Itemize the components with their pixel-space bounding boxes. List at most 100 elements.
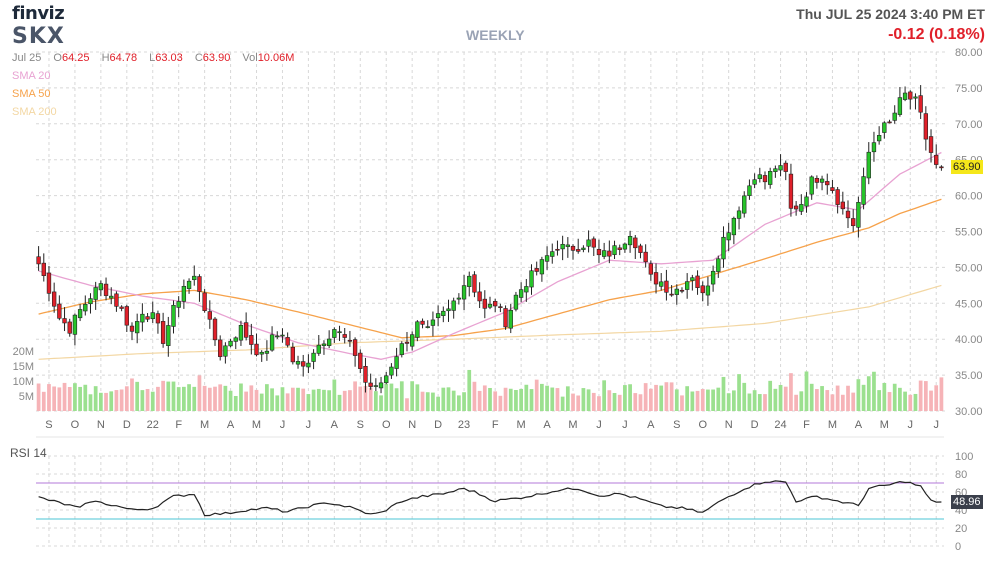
volume-bar — [809, 383, 814, 411]
candle-body — [819, 178, 825, 183]
volume-bar — [815, 389, 819, 411]
candle-body — [882, 122, 887, 133]
candle-body — [913, 96, 918, 99]
candle-body — [150, 312, 155, 320]
volume-bar — [462, 392, 466, 411]
candle-body — [892, 112, 897, 121]
sma20-line — [38, 151, 942, 360]
candle-body — [762, 175, 768, 183]
candle-body — [493, 301, 498, 307]
volume-bar — [98, 392, 103, 411]
candle-body — [690, 277, 695, 281]
volume-bar — [342, 390, 347, 411]
volume-bar — [571, 393, 575, 411]
volume-bar — [332, 379, 337, 411]
low-label: L — [149, 52, 156, 64]
finviz-logo[interactable]: finviz — [12, 3, 65, 24]
volume-bar — [83, 384, 88, 411]
candle-body — [160, 321, 166, 344]
volume-bar — [534, 379, 539, 411]
time-tick-label: F — [175, 419, 182, 431]
volume-bar — [415, 384, 420, 411]
candle-body — [124, 306, 129, 326]
volume-bar — [664, 382, 669, 411]
candle-body — [456, 297, 462, 300]
candle-body — [581, 247, 586, 250]
candle-body — [430, 319, 436, 326]
time-tick-label: F — [803, 419, 810, 431]
volume-tick-label: 15M — [13, 361, 34, 373]
volume-bar — [114, 390, 119, 411]
candle-body — [77, 309, 83, 319]
volume-bar — [182, 386, 186, 411]
volume-bar — [617, 394, 622, 411]
close-value: 63.90 — [202, 52, 231, 64]
time-tick-label: M — [828, 419, 837, 431]
volume-bar — [503, 387, 508, 411]
open-label: O — [53, 52, 62, 64]
volume-bar — [306, 394, 311, 411]
price-tick-label: 80.00 — [955, 47, 983, 59]
candle-body — [290, 346, 296, 363]
candle-body — [856, 202, 861, 228]
time-tick-label: A — [647, 419, 655, 431]
volume-bar — [373, 391, 378, 411]
candle-body — [570, 245, 576, 251]
volume-bar — [265, 384, 269, 411]
time-tick-label: D — [123, 419, 131, 431]
volume-value: 10.06M — [257, 52, 295, 64]
candle-body — [876, 135, 882, 142]
candle-body — [275, 335, 280, 338]
volume-bar — [472, 381, 477, 411]
rsi-tick-label: 80 — [955, 469, 967, 481]
candle-body — [83, 304, 88, 312]
volume-bar — [939, 377, 944, 411]
legend-sma50: SMA 50 — [12, 88, 51, 100]
volume-bar — [290, 387, 295, 411]
volume-bar — [348, 390, 352, 411]
volume-bar — [659, 385, 664, 411]
volume-bar — [436, 396, 440, 411]
time-tick-label: O — [71, 419, 80, 431]
time-tick-label: A — [331, 419, 339, 431]
candle-body — [249, 335, 254, 345]
volume-bar — [934, 385, 939, 411]
candle-body — [871, 142, 877, 153]
rsi-tick-label: 20 — [955, 523, 967, 535]
moving-averages — [38, 151, 942, 360]
candle-body — [212, 318, 218, 341]
candle-body — [643, 251, 648, 263]
volume-bar — [820, 386, 824, 411]
volume-bar — [296, 387, 300, 411]
volume-bar — [482, 385, 487, 411]
price-tick-label: 75.00 — [955, 83, 983, 95]
volume-bar — [233, 396, 238, 411]
volume-bar — [171, 381, 176, 411]
candle-body — [358, 352, 363, 369]
candle-body — [845, 210, 851, 219]
time-tick-label: 22 — [147, 419, 159, 431]
volume-bar — [742, 382, 747, 411]
candle-body — [373, 385, 379, 387]
candle-body — [607, 250, 612, 257]
volume-tick-label: 20M — [13, 346, 34, 358]
candle-body — [425, 326, 430, 328]
volume-bar — [773, 388, 778, 411]
price-tick-label: 70.00 — [955, 119, 983, 131]
candle-body — [140, 313, 145, 323]
time-tick-label: N — [725, 419, 733, 431]
candle-body — [342, 334, 347, 338]
time-tick-label: F — [492, 419, 499, 431]
candle-body — [653, 272, 659, 285]
volume-bar — [192, 386, 197, 411]
volume-bar — [607, 390, 612, 411]
candle-body — [482, 298, 487, 309]
volume-bar — [389, 383, 394, 411]
candle-body — [518, 289, 524, 298]
volume-bar — [399, 381, 404, 411]
price-axis: 30.0035.0040.0045.0050.0055.0060.0065.00… — [955, 47, 983, 418]
candle-body — [793, 205, 799, 210]
candle-body — [726, 232, 731, 241]
candle-body — [51, 291, 57, 307]
